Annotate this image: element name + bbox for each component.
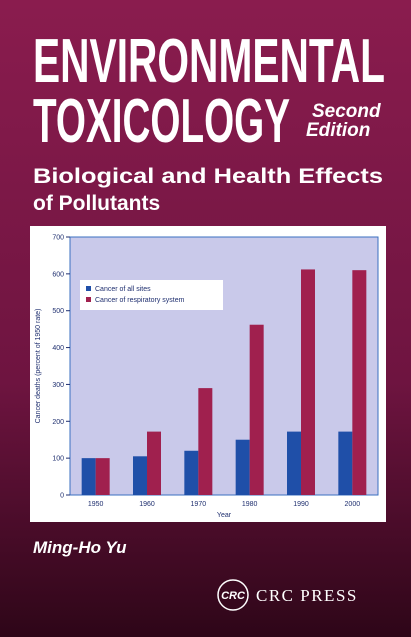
- edition: Edition: [306, 120, 370, 141]
- y-tick-label: 300: [52, 382, 64, 389]
- bar: [95, 458, 110, 495]
- y-tick-label: 500: [52, 308, 64, 315]
- plot-area: [69, 236, 379, 496]
- bar: [249, 324, 264, 495]
- y-tick-label: 400: [52, 345, 64, 352]
- x-axis-label: Year: [217, 512, 232, 519]
- x-tick-label: 2000: [345, 501, 361, 508]
- edition: Second: [312, 101, 381, 122]
- publisher: CRC PRESS: [256, 586, 358, 605]
- logo: CRC: [221, 590, 246, 602]
- y-tick-label: 200: [52, 419, 64, 426]
- bar: [147, 431, 161, 495]
- legend-box: [80, 280, 223, 310]
- logo-ring: [217, 579, 249, 611]
- x-tick-label: 1970: [191, 501, 207, 508]
- bar: [338, 431, 353, 495]
- bar: [184, 450, 199, 495]
- legend-label: Cancer of respiratory system: [95, 297, 185, 304]
- legend-label: Cancer of all sites: [95, 286, 151, 293]
- bar: [133, 456, 147, 495]
- y-axis-label: Cancer deaths (percent of 1950 rate): [35, 309, 42, 424]
- y-tick-label: 600: [52, 271, 64, 278]
- y-tick-label: 100: [52, 456, 64, 463]
- x-tick-label: 1980: [242, 501, 258, 508]
- bar: [352, 270, 367, 495]
- subtitle: Biological and Health Effects: [33, 165, 383, 188]
- legend-swatch: [86, 297, 91, 302]
- y-tick-label: 700: [52, 235, 64, 242]
- title: ENVIRONMENTAL: [33, 27, 385, 96]
- bar: [301, 269, 315, 495]
- chart: 0 100 200 300 400 500 600 700 1950 1960 1970 1980 19…: [35, 235, 379, 519]
- bar: [235, 439, 250, 495]
- bar: [198, 388, 213, 495]
- title: TOXICOLOGY: [33, 87, 290, 156]
- bar: [287, 431, 301, 495]
- y-tick-label: 0: [60, 493, 64, 500]
- bar: [81, 458, 96, 495]
- x-tick-label: 1950: [88, 501, 104, 508]
- subtitle: of Pollutants: [33, 192, 160, 215]
- legend-swatch: [86, 286, 91, 291]
- x-tick-label: 1960: [139, 501, 155, 508]
- x-tick-label: 1990: [293, 501, 309, 508]
- author: Ming-Ho Yu: [33, 538, 127, 557]
